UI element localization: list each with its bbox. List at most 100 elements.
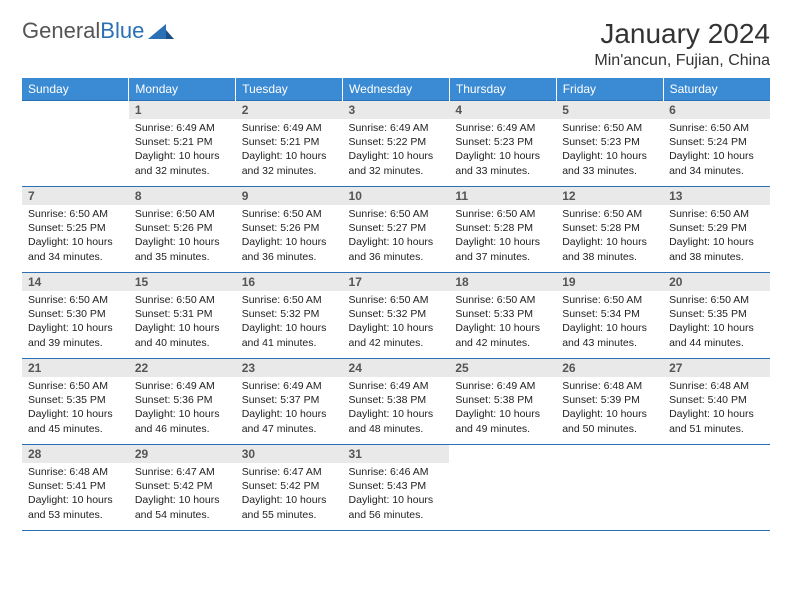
daylight-line: Daylight: 10 hours and 42 minutes. (349, 321, 444, 349)
sunrise-line: Sunrise: 6:49 AM (135, 379, 230, 393)
day-number: 18 (449, 273, 556, 291)
calendar-cell: 12Sunrise: 6:50 AMSunset: 5:28 PMDayligh… (556, 187, 663, 273)
sunset-line: Sunset: 5:30 PM (28, 307, 123, 321)
logo-triangle-icon (148, 21, 174, 42)
sunrise-line: Sunrise: 6:47 AM (135, 465, 230, 479)
day-body: Sunrise: 6:50 AMSunset: 5:32 PMDaylight:… (236, 291, 343, 354)
calendar-cell: 28Sunrise: 6:48 AMSunset: 5:41 PMDayligh… (22, 445, 129, 531)
calendar-cell: 9Sunrise: 6:50 AMSunset: 5:26 PMDaylight… (236, 187, 343, 273)
sunset-line: Sunset: 5:42 PM (135, 479, 230, 493)
day-number: 3 (343, 101, 450, 119)
weekday-header: Sunday (22, 78, 129, 101)
day-number: 26 (556, 359, 663, 377)
sunrise-line: Sunrise: 6:47 AM (242, 465, 337, 479)
day-number: 6 (663, 101, 770, 119)
sunset-line: Sunset: 5:28 PM (455, 221, 550, 235)
day-body: Sunrise: 6:50 AMSunset: 5:35 PMDaylight:… (663, 291, 770, 354)
calendar-cell: 23Sunrise: 6:49 AMSunset: 5:37 PMDayligh… (236, 359, 343, 445)
day-body: Sunrise: 6:50 AMSunset: 5:30 PMDaylight:… (22, 291, 129, 354)
day-number: 12 (556, 187, 663, 205)
day-body: Sunrise: 6:50 AMSunset: 5:27 PMDaylight:… (343, 205, 450, 268)
sunrise-line: Sunrise: 6:49 AM (455, 121, 550, 135)
calendar-cell: 4Sunrise: 6:49 AMSunset: 5:23 PMDaylight… (449, 101, 556, 187)
daylight-line: Daylight: 10 hours and 34 minutes. (669, 149, 764, 177)
daylight-line: Daylight: 10 hours and 36 minutes. (242, 235, 337, 263)
calendar-header-row: SundayMondayTuesdayWednesdayThursdayFrid… (22, 78, 770, 101)
day-body: Sunrise: 6:49 AMSunset: 5:36 PMDaylight:… (129, 377, 236, 440)
daylight-line: Daylight: 10 hours and 56 minutes. (349, 493, 444, 521)
calendar-cell: 25Sunrise: 6:49 AMSunset: 5:38 PMDayligh… (449, 359, 556, 445)
title-block: January 2024 Min'ancun, Fujian, China (594, 18, 770, 70)
day-number: 9 (236, 187, 343, 205)
day-number: 11 (449, 187, 556, 205)
daylight-line: Daylight: 10 hours and 49 minutes. (455, 407, 550, 435)
daylight-line: Daylight: 10 hours and 35 minutes. (135, 235, 230, 263)
sunrise-line: Sunrise: 6:50 AM (669, 121, 764, 135)
day-body: Sunrise: 6:50 AMSunset: 5:28 PMDaylight:… (556, 205, 663, 268)
daylight-line: Daylight: 10 hours and 38 minutes. (562, 235, 657, 263)
calendar-body: 1Sunrise: 6:49 AMSunset: 5:21 PMDaylight… (22, 101, 770, 531)
daylight-line: Daylight: 10 hours and 42 minutes. (455, 321, 550, 349)
calendar-cell: 24Sunrise: 6:49 AMSunset: 5:38 PMDayligh… (343, 359, 450, 445)
sunrise-line: Sunrise: 6:50 AM (669, 207, 764, 221)
daylight-line: Daylight: 10 hours and 47 minutes. (242, 407, 337, 435)
calendar-cell: 19Sunrise: 6:50 AMSunset: 5:34 PMDayligh… (556, 273, 663, 359)
day-number: 21 (22, 359, 129, 377)
day-number: 19 (556, 273, 663, 291)
day-number: 1 (129, 101, 236, 119)
sunset-line: Sunset: 5:23 PM (455, 135, 550, 149)
sunrise-line: Sunrise: 6:50 AM (349, 207, 444, 221)
sunrise-line: Sunrise: 6:48 AM (562, 379, 657, 393)
sunset-line: Sunset: 5:25 PM (28, 221, 123, 235)
sunrise-line: Sunrise: 6:50 AM (28, 207, 123, 221)
calendar-cell: 26Sunrise: 6:48 AMSunset: 5:39 PMDayligh… (556, 359, 663, 445)
calendar-cell: 14Sunrise: 6:50 AMSunset: 5:30 PMDayligh… (22, 273, 129, 359)
weekday-header: Monday (129, 78, 236, 101)
weekday-header: Wednesday (343, 78, 450, 101)
daylight-line: Daylight: 10 hours and 37 minutes. (455, 235, 550, 263)
day-body: Sunrise: 6:49 AMSunset: 5:21 PMDaylight:… (129, 119, 236, 182)
day-number: 28 (22, 445, 129, 463)
calendar-cell: 16Sunrise: 6:50 AMSunset: 5:32 PMDayligh… (236, 273, 343, 359)
weekday-header: Friday (556, 78, 663, 101)
day-body: Sunrise: 6:49 AMSunset: 5:37 PMDaylight:… (236, 377, 343, 440)
calendar-cell: 5Sunrise: 6:50 AMSunset: 5:23 PMDaylight… (556, 101, 663, 187)
sunrise-line: Sunrise: 6:46 AM (349, 465, 444, 479)
calendar-cell (663, 445, 770, 531)
sunset-line: Sunset: 5:26 PM (242, 221, 337, 235)
day-number: 16 (236, 273, 343, 291)
calendar-cell: 17Sunrise: 6:50 AMSunset: 5:32 PMDayligh… (343, 273, 450, 359)
sunrise-line: Sunrise: 6:49 AM (349, 121, 444, 135)
day-body: Sunrise: 6:50 AMSunset: 5:26 PMDaylight:… (129, 205, 236, 268)
sunset-line: Sunset: 5:40 PM (669, 393, 764, 407)
calendar-cell (22, 101, 129, 187)
day-number: 24 (343, 359, 450, 377)
sunrise-line: Sunrise: 6:50 AM (455, 293, 550, 307)
sunset-line: Sunset: 5:38 PM (455, 393, 550, 407)
calendar-cell: 6Sunrise: 6:50 AMSunset: 5:24 PMDaylight… (663, 101, 770, 187)
day-number: 8 (129, 187, 236, 205)
sunrise-line: Sunrise: 6:50 AM (562, 207, 657, 221)
day-number: 29 (129, 445, 236, 463)
sunset-line: Sunset: 5:38 PM (349, 393, 444, 407)
daylight-line: Daylight: 10 hours and 46 minutes. (135, 407, 230, 435)
sunset-line: Sunset: 5:35 PM (669, 307, 764, 321)
day-number: 10 (343, 187, 450, 205)
month-title: January 2024 (594, 18, 770, 50)
daylight-line: Daylight: 10 hours and 50 minutes. (562, 407, 657, 435)
day-number: 17 (343, 273, 450, 291)
daylight-line: Daylight: 10 hours and 55 minutes. (242, 493, 337, 521)
sunrise-line: Sunrise: 6:50 AM (349, 293, 444, 307)
day-number: 14 (22, 273, 129, 291)
sunrise-line: Sunrise: 6:48 AM (669, 379, 764, 393)
sunset-line: Sunset: 5:36 PM (135, 393, 230, 407)
day-number: 23 (236, 359, 343, 377)
calendar-row: 28Sunrise: 6:48 AMSunset: 5:41 PMDayligh… (22, 445, 770, 531)
day-body: Sunrise: 6:50 AMSunset: 5:23 PMDaylight:… (556, 119, 663, 182)
calendar-cell: 22Sunrise: 6:49 AMSunset: 5:36 PMDayligh… (129, 359, 236, 445)
day-number: 5 (556, 101, 663, 119)
sunrise-line: Sunrise: 6:49 AM (455, 379, 550, 393)
weekday-header: Tuesday (236, 78, 343, 101)
day-body: Sunrise: 6:48 AMSunset: 5:41 PMDaylight:… (22, 463, 129, 526)
sunrise-line: Sunrise: 6:50 AM (562, 293, 657, 307)
